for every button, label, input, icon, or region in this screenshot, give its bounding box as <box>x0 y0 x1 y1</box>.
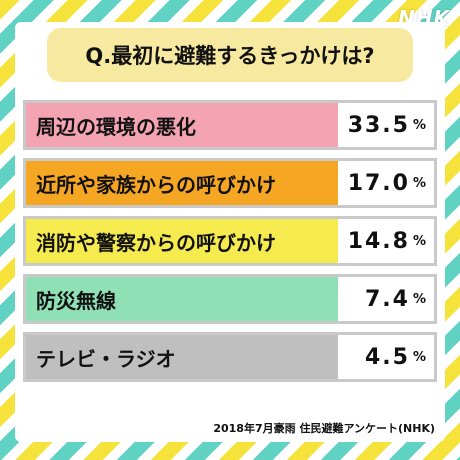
bar-row: 近所や家族からの呼びかけ 17.0% <box>23 158 437 208</box>
value-label: 17.0% <box>338 161 434 205</box>
value-number: 4.5 <box>364 344 410 370</box>
value-number: 14.8 <box>347 228 410 254</box>
value-number: 33.5 <box>347 112 410 138</box>
value-label: 4.5% <box>338 335 434 379</box>
value-unit: % <box>412 291 426 307</box>
value-number: 17.0 <box>347 170 410 196</box>
category-label: テレビ・ラジオ <box>36 346 176 371</box>
chart-title: Q.最初に避難するきっかけは? <box>47 28 413 82</box>
value-unit: % <box>412 175 426 191</box>
bar-row: テレビ・ラジオ 4.5% <box>23 332 437 382</box>
category-label: 近所や家族からの呼びかけ <box>36 172 276 197</box>
category-label: 消防や警察からの呼びかけ <box>36 230 276 255</box>
bar-row: 周辺の環境の悪化 33.5% <box>23 100 437 150</box>
value-unit: % <box>412 349 426 365</box>
value-label: 33.5% <box>338 103 434 147</box>
bar-row: 防災無線 7.4% <box>23 274 437 324</box>
value-label: 7.4% <box>338 277 434 321</box>
value-number: 7.4 <box>364 286 410 312</box>
category-label: 防災無線 <box>36 288 116 313</box>
chart-panel: Q.最初に避難するきっかけは? 周辺の環境の悪化 33.5% 近所や家族からの呼びか… <box>15 22 445 442</box>
bar-row: 消防や警察からの呼びかけ 14.8% <box>23 216 437 266</box>
value-unit: % <box>412 233 426 249</box>
value-label: 14.8% <box>338 219 434 263</box>
source-note: 2018年7月豪雨 住民避難アンケート(NHK) <box>213 422 435 435</box>
category-label: 周辺の環境の悪化 <box>36 114 196 139</box>
value-unit: % <box>412 117 426 133</box>
